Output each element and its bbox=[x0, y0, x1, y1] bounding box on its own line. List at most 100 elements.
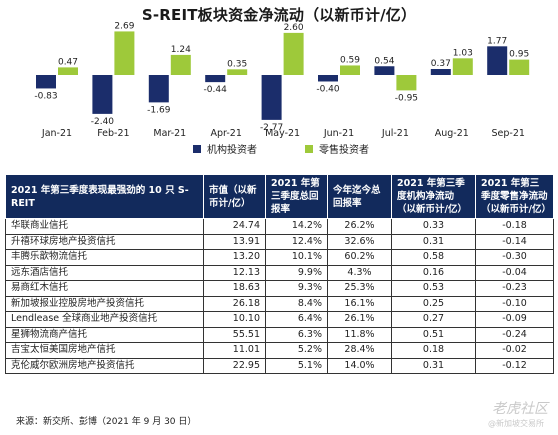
institutional-flow-cell: 0.58 bbox=[391, 249, 476, 266]
table-row: 克伦威尔欧洲房地产投资信托 22.95 5.1% 14.0% 0.31 -0.12 bbox=[5, 357, 554, 374]
data-label: -0.44 bbox=[204, 85, 228, 95]
market-cap-cell: 10.10 bbox=[203, 311, 266, 328]
table-row: Lendlease 全球商业地产投资信托 10.10 6.4% 26.1% 0.27 -0… bbox=[5, 311, 554, 328]
ytd-return-cell: 32.6% bbox=[327, 233, 392, 250]
data-label: -0.40 bbox=[316, 84, 340, 94]
data-label: 0.54 bbox=[374, 56, 394, 66]
header-reit: 2021 年第三季度表现最强劲的 10 只 S-REIT bbox=[5, 174, 204, 219]
market-cap-cell: 11.01 bbox=[203, 342, 266, 359]
data-label: 0.37 bbox=[431, 59, 451, 69]
table-header-row: 2021 年第三季度表现最强劲的 10 只 S-REIT 市值（以新币计/亿） … bbox=[5, 174, 554, 219]
institutional-flow-cell: 0.16 bbox=[391, 264, 476, 281]
reit-name-cell: 吉宝太恒美国房地产信托 bbox=[5, 342, 204, 359]
data-label: 1.03 bbox=[453, 48, 473, 58]
institutional-flow-cell: 0.33 bbox=[391, 218, 476, 235]
institutional-bar bbox=[318, 75, 338, 82]
market-cap-cell: 13.91 bbox=[203, 233, 266, 250]
market-cap-cell: 22.95 bbox=[203, 357, 266, 374]
institutional-flow-cell: 0.31 bbox=[391, 357, 476, 374]
data-label: -2.40 bbox=[91, 117, 115, 127]
ytd-return-cell: 28.4% bbox=[327, 342, 392, 359]
reit-table: 2021 年第三季度表现最强劲的 10 只 S-REIT 市值（以新币计/亿） … bbox=[5, 174, 554, 374]
legend-swatch bbox=[305, 145, 313, 153]
reit-name-cell: 易商红木信托 bbox=[5, 280, 204, 297]
institutional-flow-cell: 0.31 bbox=[391, 233, 476, 250]
bars-group bbox=[36, 31, 530, 120]
chart-title: S-REIT板块资金净流动（以新币计/亿） bbox=[141, 6, 417, 24]
retail-flow-cell: -0.12 bbox=[475, 357, 554, 374]
table-row: 华联商业信托 24.74 14.2% 26.2% 0.33 -0.18 bbox=[5, 218, 554, 235]
source-note: 来源：新交所、彭博（2021 年 9 月 30 日） bbox=[16, 417, 197, 427]
x-tick-label: Jun-21 bbox=[323, 128, 354, 139]
x-tick-label: Apr-21 bbox=[211, 128, 242, 139]
x-tick-label: Jan-21 bbox=[41, 128, 72, 139]
reit-name-cell: 新加坡报业控股房地产投资信托 bbox=[5, 295, 204, 312]
q3-return-cell: 6.3% bbox=[265, 326, 328, 343]
retail-bar bbox=[170, 54, 191, 75]
ytd-return-cell: 60.2% bbox=[327, 249, 392, 266]
data-label: 2.69 bbox=[114, 21, 134, 31]
data-label: 0.59 bbox=[340, 55, 360, 65]
x-tick-label: Aug-21 bbox=[435, 128, 469, 139]
reit-name-cell: 丰腾乐歆物流信托 bbox=[5, 249, 204, 266]
q3-return-cell: 9.3% bbox=[265, 280, 328, 297]
header-market-cap: 市值（以新币计/亿） bbox=[203, 174, 266, 219]
retail-bar bbox=[114, 31, 135, 75]
retail-bar bbox=[283, 32, 304, 75]
retail-flow-cell: -0.23 bbox=[475, 280, 554, 297]
institutional-bar bbox=[148, 75, 169, 103]
retail-bar bbox=[452, 58, 473, 75]
x-tick-label: Jul-21 bbox=[381, 128, 409, 139]
legend: 机构投资者 零售投资者 bbox=[193, 143, 369, 156]
q3-return-cell: 14.2% bbox=[265, 218, 328, 235]
reit-name-cell: 星狮物流商产信托 bbox=[5, 326, 204, 343]
table-row: 新加坡报业控股房地产投资信托 26.18 8.4% 16.1% 0.25 -0.10 bbox=[5, 295, 554, 312]
header-q3-return: 2021 年第三季度总回报率 bbox=[265, 174, 328, 219]
data-label: 0.95 bbox=[509, 50, 529, 60]
data-label: -0.95 bbox=[395, 93, 418, 103]
retail-flow-cell: -0.24 bbox=[475, 326, 554, 343]
watermark-subtext: @新加坡交易所 bbox=[488, 419, 544, 428]
legend-swatch bbox=[193, 145, 201, 153]
retail-bar bbox=[340, 65, 360, 75]
watermark-logo: 老虎社区 bbox=[492, 401, 548, 417]
retail-bar bbox=[396, 75, 417, 91]
data-label: 2.60 bbox=[284, 23, 304, 33]
retail-flow-cell: -0.09 bbox=[475, 311, 554, 328]
x-tick-label: Feb-21 bbox=[97, 128, 129, 139]
legend-label: 零售投资者 bbox=[319, 143, 369, 156]
header-institutional-flow: 2021 年第三季度机构净流动（以新币计/亿） bbox=[391, 174, 476, 219]
reit-name-cell: 克伦威尔欧洲房地产投资信托 bbox=[5, 357, 204, 374]
market-cap-cell: 26.18 bbox=[203, 295, 266, 312]
ytd-return-cell: 25.3% bbox=[327, 280, 392, 297]
institutional-bar bbox=[261, 75, 282, 120]
data-label: 0.47 bbox=[58, 57, 78, 67]
reit-name-cell: 升禧环球房地产投资信托 bbox=[5, 233, 204, 250]
retail-bar bbox=[509, 59, 530, 75]
retail-flow-cell: -0.14 bbox=[475, 233, 554, 250]
retail-bar bbox=[227, 69, 248, 75]
x-tick-label: May-21 bbox=[265, 128, 300, 139]
ytd-return-cell: 14.0% bbox=[327, 357, 392, 374]
market-cap-cell: 24.74 bbox=[203, 218, 266, 235]
data-label: 1.24 bbox=[171, 45, 191, 55]
institutional-flow-cell: 0.25 bbox=[391, 295, 476, 312]
retail-flow-cell: -0.04 bbox=[475, 264, 554, 281]
institutional-flow-cell: 0.53 bbox=[391, 280, 476, 297]
institutional-bar bbox=[374, 66, 395, 75]
table-row: 丰腾乐歆物流信托 13.20 10.1% 60.2% 0.58 -0.30 bbox=[5, 249, 554, 266]
ytd-return-cell: 26.1% bbox=[327, 311, 392, 328]
data-label: -2.77 bbox=[260, 123, 283, 133]
data-label: 0.35 bbox=[227, 59, 247, 69]
header-ytd-return: 今年迄今总回报率 bbox=[327, 174, 392, 219]
ytd-return-cell: 11.8% bbox=[327, 326, 392, 343]
q3-return-cell: 5.2% bbox=[265, 342, 328, 359]
x-tick-label: Sep-21 bbox=[491, 128, 524, 139]
market-cap-cell: 12.13 bbox=[203, 264, 266, 281]
ytd-return-cell: 26.2% bbox=[327, 218, 392, 235]
q3-return-cell: 6.4% bbox=[265, 311, 328, 328]
data-label: -0.83 bbox=[34, 91, 57, 101]
ytd-return-cell: 16.1% bbox=[327, 295, 392, 312]
data-label: 1.77 bbox=[487, 36, 507, 46]
retail-flow-cell: -0.02 bbox=[475, 342, 554, 359]
